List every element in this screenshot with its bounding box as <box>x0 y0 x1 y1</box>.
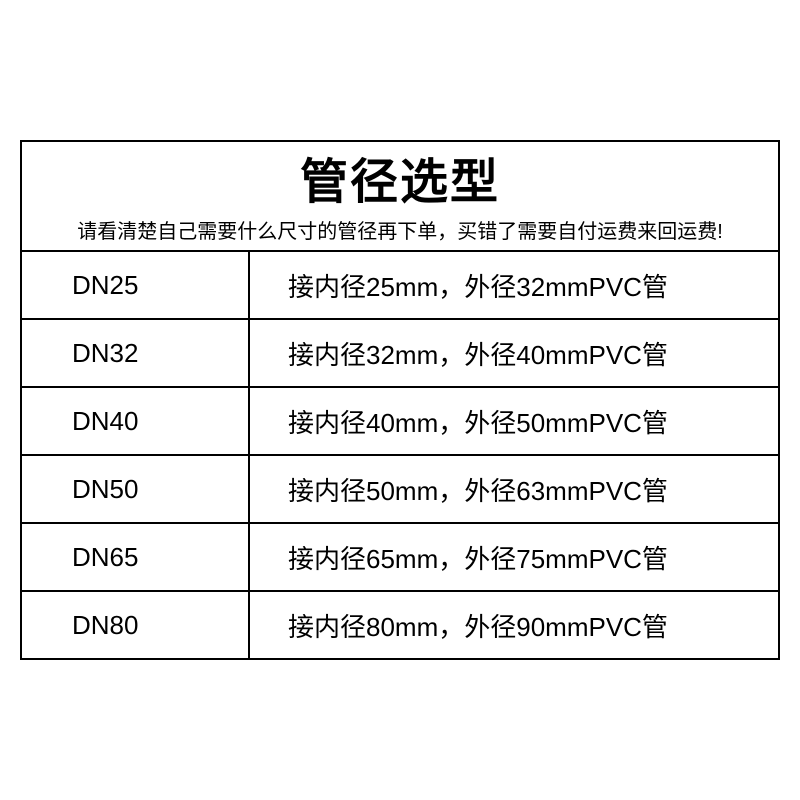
spec-code: DN25 <box>22 252 250 318</box>
spec-desc: 接内径40mm，外径50mmPVC管 <box>250 388 778 454</box>
table-row: DN25 接内径25mm，外径32mmPVC管 <box>22 252 778 320</box>
spec-table-container: 管径选型 请看清楚自己需要什么尺寸的管径再下单，买错了需要自付运费来回运费! D… <box>20 140 780 661</box>
table-row: DN40 接内径40mm，外径50mmPVC管 <box>22 388 778 456</box>
spec-code: DN50 <box>22 456 250 522</box>
spec-desc: 接内径25mm，外径32mmPVC管 <box>250 252 778 318</box>
spec-desc: 接内径32mm，外径40mmPVC管 <box>250 320 778 386</box>
table-header: 管径选型 请看清楚自己需要什么尺寸的管径再下单，买错了需要自付运费来回运费! <box>22 142 778 253</box>
spec-desc: 接内径65mm，外径75mmPVC管 <box>250 524 778 590</box>
page-title: 管径选型 <box>22 154 778 212</box>
page-subtitle: 请看清楚自己需要什么尺寸的管径再下单，买错了需要自付运费来回运费! <box>22 215 778 244</box>
spec-code: DN32 <box>22 320 250 386</box>
table-row: DN80 接内径80mm，外径90mmPVC管 <box>22 592 778 660</box>
spec-desc: 接内径50mm，外径63mmPVC管 <box>250 456 778 522</box>
spec-code: DN40 <box>22 388 250 454</box>
spec-code: DN80 <box>22 592 250 658</box>
spec-desc: 接内径80mm，外径90mmPVC管 <box>250 592 778 658</box>
table-row: DN32 接内径32mm，外径40mmPVC管 <box>22 320 778 388</box>
spec-code: DN65 <box>22 524 250 590</box>
table-row: DN65 接内径65mm，外径75mmPVC管 <box>22 524 778 592</box>
table-row: DN50 接内径50mm，外径63mmPVC管 <box>22 456 778 524</box>
